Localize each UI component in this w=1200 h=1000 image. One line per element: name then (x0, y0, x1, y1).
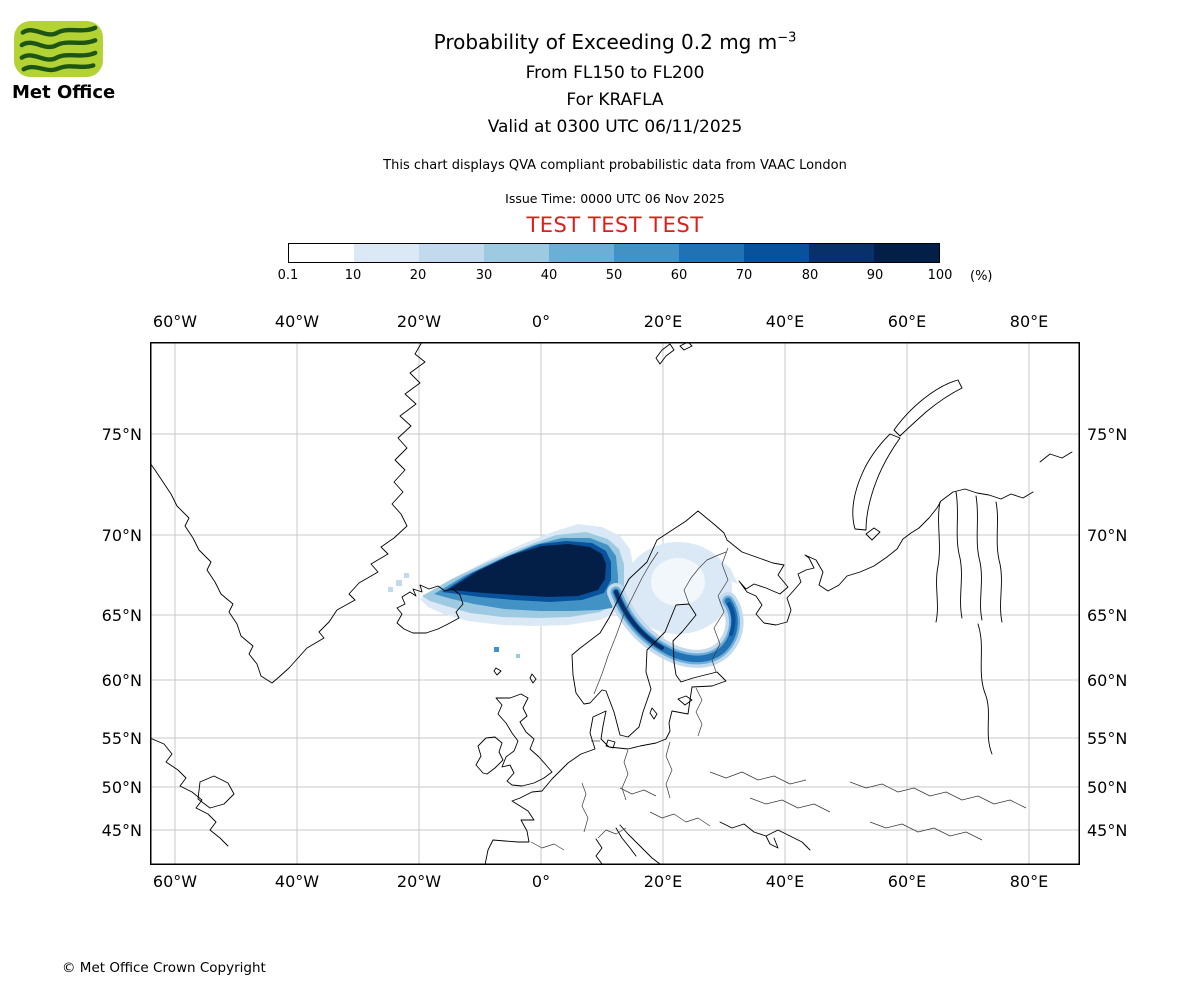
colorbar-swatch (354, 244, 419, 262)
lat-label-right-50n: 50°N (1087, 778, 1128, 797)
ash-plume-low-center (651, 558, 705, 606)
lat-label-left-65n: 65°N (101, 606, 142, 625)
colorbar-ticks: 0.1 10 20 30 40 50 60 70 80 90 100 (278, 268, 953, 284)
ash-plume-north-fringe (698, 550, 738, 584)
colorbar-tick-label: 60 (670, 268, 688, 283)
ash-outlier-cell (388, 587, 393, 592)
lon-label-top-60w: 60°W (152, 312, 198, 331)
lon-label-bottom-0: 0° (531, 872, 551, 891)
colorbar-swatch (874, 244, 939, 262)
lat-label-right-70n: 70°N (1087, 526, 1128, 545)
lat-label-right-45n: 45°N (1087, 821, 1128, 840)
met-office-logo-text: Met Office (12, 82, 116, 103)
colorbar-swatch (809, 244, 874, 262)
qva-compliance-note: This chart displays QVA compliant probab… (383, 158, 847, 173)
lat-label-left-60n: 60°N (101, 671, 142, 690)
lon-label-bottom-60e: 60°E (887, 872, 927, 891)
lon-label-top-40w: 40°W (274, 312, 320, 331)
colorbar-swatch (744, 244, 809, 262)
lon-label-top-60e: 60°E (887, 312, 927, 331)
colorbar-tick-label: 50 (605, 268, 623, 283)
lat-label-left-75n: 75°N (101, 425, 142, 444)
ash-outlier-cell (396, 580, 402, 586)
lat-label-left-50n: 50°N (101, 778, 142, 797)
lon-label-bottom-60w: 60°W (152, 872, 198, 891)
chart-title-text: Probability of Exceeding 0.2 mg m (433, 30, 778, 54)
lon-label-top-40e: 40°E (765, 312, 805, 331)
colorbar-swatch (549, 244, 614, 262)
lat-label-left-45n: 45°N (101, 821, 142, 840)
colorbar-tick-label: 100 (927, 268, 953, 283)
ash-outlier-cell (516, 654, 520, 658)
subtitle-valid-time: Valid at 0300 UTC 06/11/2025 (487, 117, 743, 137)
subtitle-volcano: For KRAFLA (566, 90, 664, 110)
coastlines (150, 342, 1073, 865)
met-office-waves-icon (14, 20, 103, 78)
issue-time: Issue Time: 0000 UTC 06 Nov 2025 (505, 191, 725, 206)
lon-label-top-20w: 20°W (396, 312, 442, 331)
lon-label-bottom-80e: 80°E (1009, 872, 1049, 891)
subtitle-flight-levels: From FL150 to FL200 (525, 63, 705, 83)
colorbar-tick-label: 90 (866, 268, 884, 283)
ash-arc-end-dark (727, 602, 736, 636)
ash-outlier-cell (494, 647, 499, 652)
colorbar-tick-label: 70 (735, 268, 753, 283)
colorbar-swatch (484, 244, 549, 262)
map-panel (150, 342, 1080, 865)
lat-label-right-55n: 55°N (1087, 729, 1128, 748)
map-frame (150, 342, 1080, 865)
colorbar (288, 243, 940, 263)
colorbar-tick-label: 80 (801, 268, 819, 283)
colorbar-tick-label: 10 (344, 268, 362, 283)
ash-plume (388, 524, 744, 668)
lon-label-bottom-40e: 40°E (765, 872, 805, 891)
colorbar-tick-label: 20 (409, 268, 427, 283)
ash-plume-core-90 (448, 544, 606, 597)
colorbar-unit-label: (%) (970, 269, 993, 284)
lon-label-top-20e: 20°E (643, 312, 683, 331)
chart-title-exponent: −3 (777, 30, 797, 46)
ash-outlier-cell (404, 573, 409, 578)
colorbar-swatch (614, 244, 679, 262)
lon-label-bottom-40w: 40°W (274, 872, 320, 891)
colorbar-tick-label: 30 (475, 268, 493, 283)
colorbar-tick-label: 40 (540, 268, 558, 283)
lon-label-bottom-20w: 20°W (396, 872, 442, 891)
colorbar-swatch (679, 244, 744, 262)
lat-label-right-60n: 60°N (1087, 671, 1128, 690)
lon-label-bottom-20e: 20°E (643, 872, 683, 891)
lat-label-right-65n: 65°N (1087, 606, 1128, 625)
lon-label-top-0: 0° (531, 312, 551, 331)
colorbar-tick-label: 0.1 (277, 268, 299, 283)
lat-label-left-55n: 55°N (101, 729, 142, 748)
country-borders (530, 547, 1027, 851)
colorbar-swatch (289, 244, 354, 262)
lat-label-right-75n: 75°N (1087, 425, 1128, 444)
lon-label-top-80e: 80°E (1009, 312, 1049, 331)
met-office-logo: Met Office (12, 20, 122, 103)
copyright-notice: © Met Office Crown Copyright (62, 960, 266, 976)
lat-label-left-70n: 70°N (101, 526, 142, 545)
colorbar-swatch (419, 244, 484, 262)
chart-title: Probability of Exceeding 0.2 mg m−3 (150, 30, 1080, 54)
test-banner: TEST TEST TEST (526, 213, 704, 237)
